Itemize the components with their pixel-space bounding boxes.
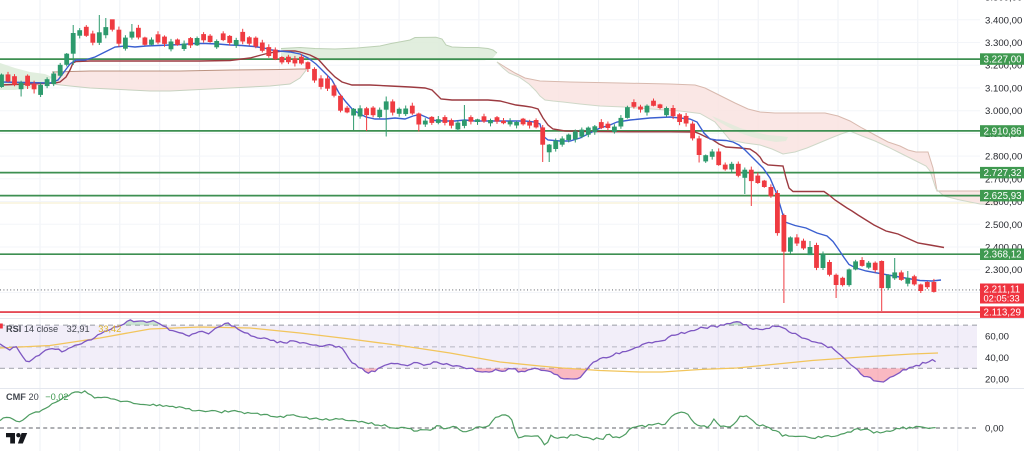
svg-text:2.300,00: 2.300,00	[985, 265, 1022, 276]
svg-text:3.000,00: 3.000,00	[985, 106, 1022, 117]
svg-text:CMF 20 −0,02: CMF 20 −0,02	[6, 392, 68, 402]
svg-text:2.368,12: 2.368,12	[984, 250, 1022, 261]
svg-text:60,00: 60,00	[985, 332, 1009, 343]
svg-text:2.910,86: 2.910,86	[984, 126, 1023, 137]
svg-text:02:05:33: 02:05:33	[984, 294, 1020, 304]
svg-text:3.100,00: 3.100,00	[985, 83, 1022, 94]
svg-text:3.300,00: 3.300,00	[985, 38, 1022, 49]
svg-text:2.727,32: 2.727,32	[984, 168, 1022, 179]
svg-text:2.800,00: 2.800,00	[985, 152, 1022, 163]
svg-text:2.625,93: 2.625,93	[984, 191, 1023, 202]
svg-text:0,00: 0,00	[985, 424, 1004, 435]
svg-text:3.227,00: 3.227,00	[984, 55, 1023, 66]
svg-text:3.400,00: 3.400,00	[985, 15, 1022, 26]
svg-text:2.113,29: 2.113,29	[984, 308, 1021, 319]
svg-text:3.500,00: 3.500,00	[985, 0, 1022, 4]
svg-text:20,00: 20,00	[985, 375, 1009, 386]
svg-text:2.500,00: 2.500,00	[985, 220, 1022, 231]
svg-text:40,00: 40,00	[985, 353, 1009, 364]
